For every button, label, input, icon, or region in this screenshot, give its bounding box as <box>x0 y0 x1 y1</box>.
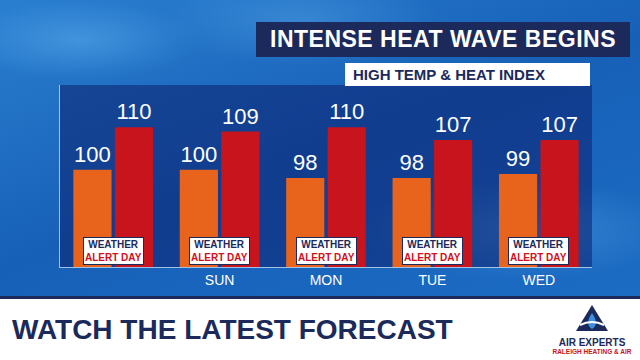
svg-text:110: 110 <box>329 99 364 124</box>
html-text:AIR EXPERTS: AIR EXPERTS <box>558 337 626 348</box>
svg-text:TUE: TUE <box>418 272 446 288</box>
svg-text:MON: MON <box>310 272 343 288</box>
svg-text:98: 98 <box>399 150 423 175</box>
svg-text:107: 107 <box>541 112 578 137</box>
svg-text:WEATHERALERT DAY: WEATHERALERT DAY <box>85 239 142 263</box>
svg-text:WEATHERALERT DAY: WEATHERALERT DAY <box>510 239 567 263</box>
svg-text:WED: WED <box>522 272 555 288</box>
svg-text:100: 100 <box>180 142 217 167</box>
svg-text:99: 99 <box>506 146 530 171</box>
svg-text:SUN: SUN <box>205 272 235 288</box>
svg-text:WEATHERALERT DAY: WEATHERALERT DAY <box>404 239 461 263</box>
html-text:RALEIGH HEATING & AIR: RALEIGH HEATING & AIR <box>552 348 632 355</box>
svg-text:WEATHERALERT DAY: WEATHERALERT DAY <box>191 239 248 263</box>
html-text:WATCH THE LATEST FORECAST: WATCH THE LATEST FORECAST <box>12 314 453 345</box>
svg-text:109: 109 <box>222 104 259 129</box>
svg-text:107: 107 <box>435 112 472 137</box>
html-text:INTENSE HEAT WAVE BEGINS: INTENSE HEAT WAVE BEGINS <box>270 26 616 52</box>
svg-text:100: 100 <box>74 142 111 167</box>
html-text:HIGH TEMP & HEAT INDEX: HIGH TEMP & HEAT INDEX <box>353 66 545 83</box>
svg-text:110: 110 <box>116 99 151 124</box>
svg-text:98: 98 <box>293 150 317 175</box>
svg-text:WEATHERALERT DAY: WEATHERALERT DAY <box>298 239 355 263</box>
